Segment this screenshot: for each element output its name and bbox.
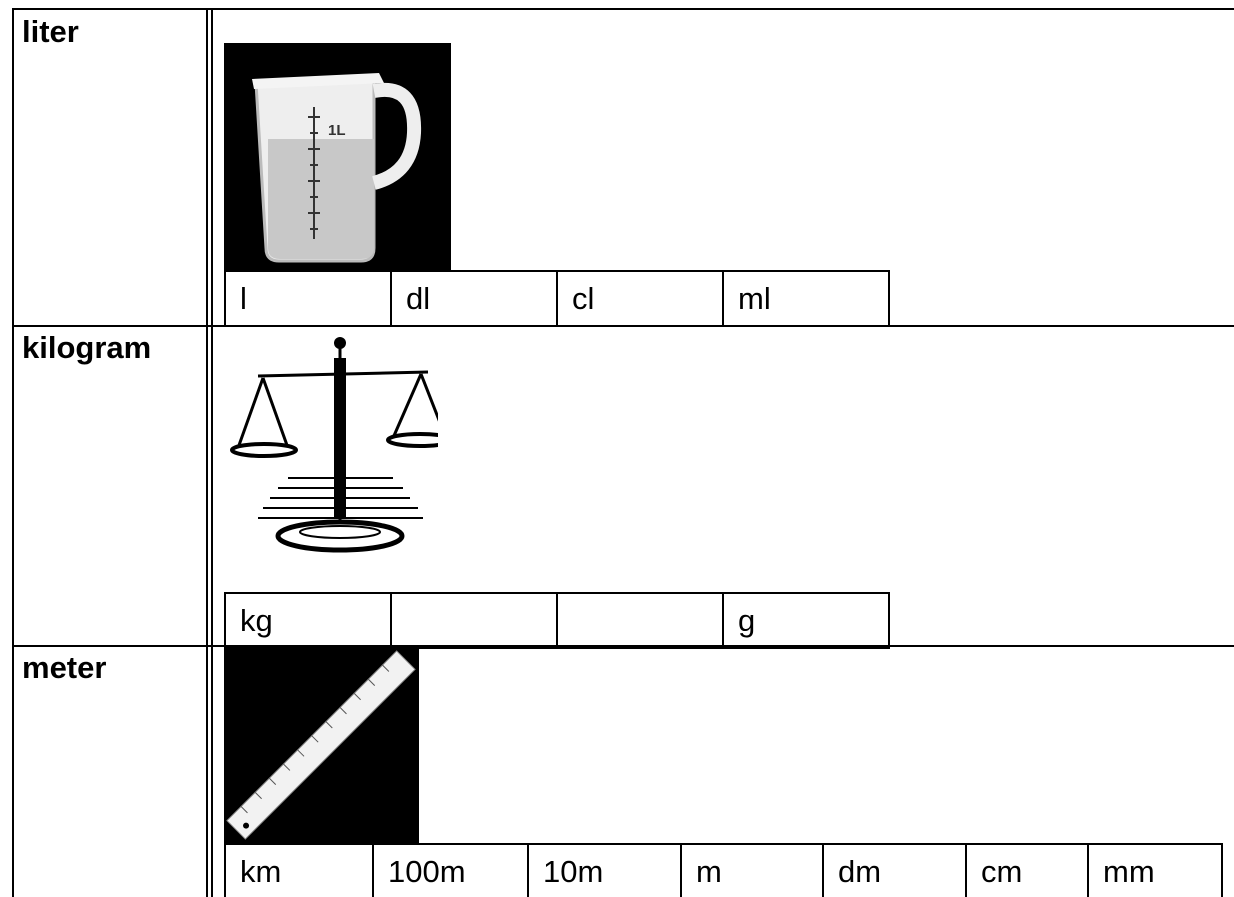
unit-cell: dl — [390, 270, 558, 327]
ruler-image — [224, 648, 419, 843]
unit-cell: l — [224, 270, 392, 327]
row-label: kilogram — [22, 330, 152, 365]
row-label: meter — [22, 650, 107, 685]
svg-text:1L: 1L — [328, 122, 346, 139]
unit-cell: 10m — [527, 843, 682, 897]
unit-cell: cl — [556, 270, 724, 327]
unit-cell — [556, 592, 724, 649]
unit-cell: mm — [1087, 843, 1223, 897]
border — [206, 8, 208, 897]
unit-cell: dm — [822, 843, 967, 897]
unit-cell: 100m — [372, 843, 529, 897]
border — [12, 8, 14, 897]
border — [211, 8, 213, 897]
unit-cell: ml — [722, 270, 890, 327]
border — [12, 8, 1234, 10]
unit-cell: cm — [965, 843, 1089, 897]
scale-image — [230, 337, 438, 553]
unit-cell: m — [680, 843, 824, 897]
jug-image: 1L — [224, 43, 451, 270]
unit-cell — [390, 592, 558, 649]
unit-cell: g — [722, 592, 890, 649]
unit-cell: kg — [224, 592, 392, 649]
row-label: liter — [22, 14, 79, 49]
border — [12, 645, 1234, 647]
unit-cell: km — [224, 843, 374, 897]
